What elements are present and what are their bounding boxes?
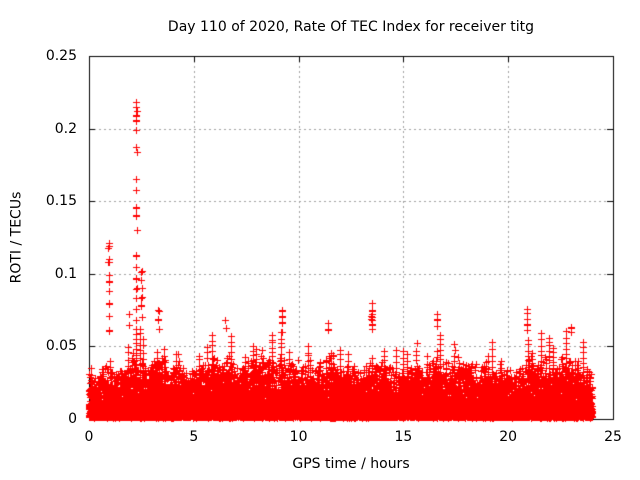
x-tick-label: 20	[499, 429, 518, 445]
y-tick-label: 0.1	[54, 265, 77, 282]
y-tick-label: 0.05	[45, 338, 77, 355]
x-tick-label: 10	[289, 429, 308, 445]
x-tick-label: 25	[604, 429, 622, 445]
x-tick-label: 5	[189, 429, 199, 445]
chart-title: Day 110 of 2020, Rate Of TEC Index for r…	[167, 19, 535, 35]
y-tick-label: 0	[68, 411, 77, 427]
y-tick-label: 0.2	[54, 120, 77, 137]
x-tick-label: 15	[394, 429, 413, 445]
y-tick-label: 0.15	[45, 193, 77, 210]
x-tick-label: 0	[84, 429, 94, 445]
x-axis-label: GPS time / hours	[292, 456, 410, 472]
y-tick-label: 0.25	[45, 48, 77, 64]
